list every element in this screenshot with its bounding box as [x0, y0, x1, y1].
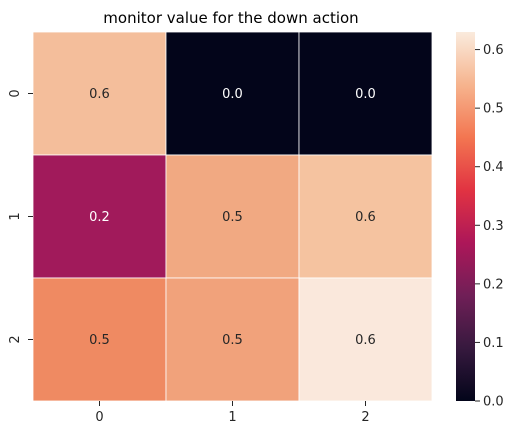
heatmap-cell	[32, 154, 167, 279]
cell-value-label: 0.5	[222, 333, 243, 348]
heatmap-cell	[165, 31, 300, 156]
heatmap-cell	[32, 277, 167, 402]
y-tick-label: 2	[8, 335, 23, 343]
heatmap-cell	[165, 154, 300, 279]
colorbar-tick-label: 0.2	[483, 277, 504, 292]
y-tick-label: 1	[8, 212, 23, 220]
colorbar-gradient	[456, 32, 475, 401]
cell-value-label: 0.5	[89, 333, 110, 348]
colorbar-tick-label: 0.4	[483, 160, 504, 175]
heatmap-cell	[298, 154, 433, 279]
cell-value-label: 0.6	[355, 333, 376, 348]
cell-value-label: 0.5	[222, 210, 243, 225]
colorbar-tick-label: 0.1	[483, 336, 504, 351]
cell-value-label: 0.6	[89, 87, 110, 102]
x-axis: 0 1 2	[95, 401, 370, 425]
y-tick-label: 0	[8, 89, 23, 97]
cell-value-label: 0.0	[222, 87, 243, 102]
cell-value-label: 0.6	[355, 210, 376, 225]
x-tick-label: 1	[228, 410, 236, 425]
cell-value-label: 0.0	[355, 87, 376, 102]
colorbar-tick-label: 0.6	[483, 43, 504, 58]
x-tick-label: 2	[361, 410, 369, 425]
colorbar-tick-label: 0.0	[483, 395, 504, 410]
colorbar: 0.0 0.1 0.2 0.3 0.4 0.5 0.6	[456, 32, 504, 410]
colorbar-tick-label: 0.5	[483, 102, 504, 117]
heatmap-cell	[32, 31, 167, 156]
chart-title: monitor value for the down action	[103, 9, 358, 27]
y-axis: 0 1 2	[8, 89, 33, 344]
x-tick-label: 0	[95, 410, 103, 425]
cell-value-label: 0.2	[89, 210, 110, 225]
heatmap-cell	[165, 277, 300, 402]
heatmap-cell	[298, 31, 433, 156]
heatmap-cells: 0.6 0.0 0.0 0.2 0.5 0.6 0.5 0.5 0.6	[32, 31, 433, 402]
colorbar-tick-label: 0.3	[483, 219, 504, 234]
